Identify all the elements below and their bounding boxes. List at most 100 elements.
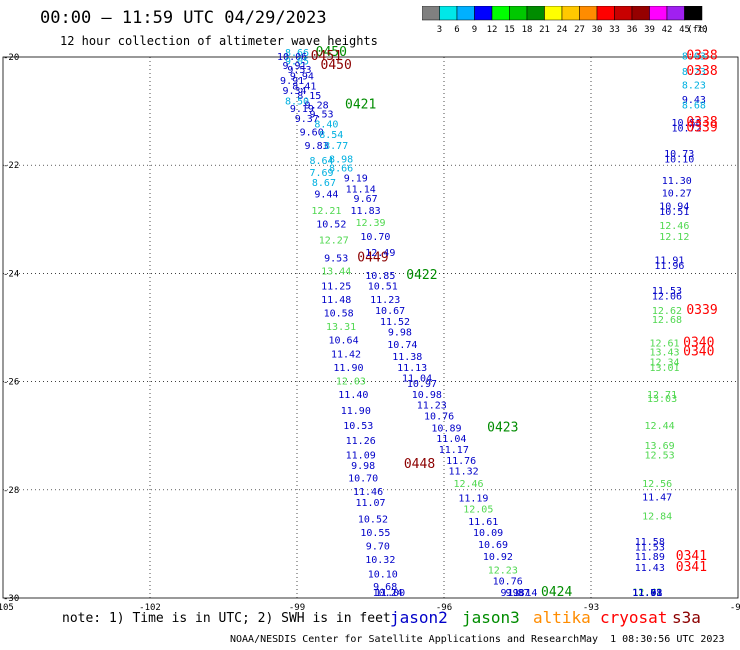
wave-height-label: 10.64 — [328, 336, 358, 347]
wave-height-label: 9.05 — [285, 57, 309, 68]
map-title: 00:00 — 11:59 UTC 04/29/2023 — [40, 8, 327, 28]
wave-height-label: 9.67 — [354, 194, 378, 205]
wave-height-label: 9.83 — [305, 141, 329, 152]
wave-height-label: 8.54 — [319, 130, 343, 141]
wave-height-label: 12.46 — [453, 479, 483, 490]
pass-time-label: 0339 — [686, 303, 717, 318]
pass-time-label: 0340 — [683, 335, 714, 350]
wave-height-label: 12.68 — [652, 315, 682, 326]
wave-height-label: 11.73 — [632, 588, 662, 599]
wave-height-label: 10.10 — [664, 154, 694, 165]
wave-height-label: 11.17 — [439, 445, 469, 456]
pass-time-label: 0340 — [683, 345, 714, 360]
wave-height-label: 11.25 — [321, 282, 351, 293]
wave-height-label: 11.90 — [341, 406, 371, 417]
wave-height-label: 10.55 — [360, 528, 390, 539]
lon-tick-label: -93 — [583, 603, 599, 613]
colorbar-label: 15 — [504, 25, 515, 35]
wave-height-label: 10.97 — [407, 379, 437, 390]
wave-height-label: 11.91 — [654, 256, 684, 267]
wave-height-label: 11.68 — [632, 588, 662, 599]
lon-tick-label: -99 — [289, 603, 305, 613]
wave-height-label: 10.70 — [360, 232, 390, 243]
wave-height-label: 10.67 — [375, 306, 405, 317]
wave-height-label: 10.92 — [483, 552, 513, 563]
wave-height-label: 11.53 — [635, 542, 665, 553]
wave-height-label: 10.06 — [277, 52, 307, 63]
wave-height-label: 8.67 — [312, 178, 336, 189]
colorbar-label: 39 — [644, 25, 655, 35]
wave-height-label: 10.94 — [659, 202, 689, 213]
wave-height-label: 9.94 — [290, 72, 314, 83]
colorbar-label: 21 — [539, 25, 550, 35]
wave-height-label: 7.69 — [309, 168, 333, 179]
wave-height-label: 10.74 — [387, 340, 417, 351]
wave-height-label: 11.47 — [642, 493, 672, 504]
pass-time-label: 0421 — [345, 97, 376, 112]
wave-height-label: 12.46 — [659, 221, 689, 232]
legend-jason2: jason2 — [390, 608, 448, 627]
wave-height-label: 11.93 — [632, 588, 662, 599]
wave-height-label: 10.76 — [493, 576, 523, 587]
wave-height-label: 8.68 — [682, 100, 706, 111]
wave-height-label: 10.58 — [324, 309, 354, 320]
wave-height-label: 11.96 — [654, 261, 684, 272]
colorbar-unit: (ft) — [687, 25, 709, 35]
colorbar-label: 36 — [627, 25, 638, 35]
wave-height-label: 13.44 — [321, 266, 351, 277]
pass-time-label: 0341 — [676, 560, 707, 575]
wave-height-label: 12.53 — [645, 450, 675, 461]
wave-height-label: 10.73 — [664, 149, 694, 160]
wave-height-label: 10.98 — [412, 390, 442, 401]
wave-height-label: 9.37 — [295, 114, 319, 125]
colorbar-label: 3 — [437, 25, 442, 35]
wave-height-label: 9.53 — [287, 65, 311, 76]
pass-time-label: 0341 — [676, 549, 707, 564]
wave-height-label: 10.52 — [358, 514, 388, 525]
wave-height-label: 11.42 — [331, 349, 361, 360]
wave-height-label: 9.70 — [366, 541, 390, 552]
wave-height-label: 11.53 — [652, 286, 682, 297]
wave-height-label: 10.53 — [343, 421, 373, 432]
wave-height-label: 11.19 — [458, 494, 488, 505]
map-frame — [2, 56, 739, 599]
wave-height-label: 9.19 — [290, 104, 314, 115]
colorbar-label: 27 — [574, 25, 585, 35]
wave-height-label: 12.03 — [336, 376, 366, 387]
colorbar-label: 6 — [454, 25, 459, 35]
lon-tick-label: -96 — [436, 603, 452, 613]
wave-height-label: 11.89 — [635, 552, 665, 563]
lat-tick-label: -22 — [3, 161, 19, 171]
lat-tick-label: -24 — [3, 269, 19, 279]
colorbar-label: 30 — [592, 25, 603, 35]
wave-height-label: 8.40 — [314, 119, 338, 130]
pass-time-label: 0448 — [404, 457, 435, 472]
wave-height-label: 12.56 — [642, 479, 672, 490]
lat-tick-label: -28 — [3, 486, 19, 496]
colorbar-label: 70 — [697, 25, 708, 35]
wave-height-label: 10.72 — [671, 124, 701, 135]
wave-height-label: 11.13 — [397, 363, 427, 374]
wave-height-label: 10.51 — [659, 207, 689, 218]
wave-height-label: 12.27 — [319, 236, 349, 247]
wave-height-label: 11.83 — [351, 206, 381, 217]
wave-height-label: 13.03 — [647, 394, 677, 405]
colorbar-label: 45 — [679, 25, 690, 35]
legend-jason3: jason3 — [462, 608, 520, 627]
wave-height-label: 8.23 — [682, 80, 706, 91]
wave-height-label: 9.98 — [351, 461, 375, 472]
colorbar-label: 42 — [662, 25, 673, 35]
wave-height-label: 13.43 — [649, 348, 679, 359]
pass-time-label: 0450 — [321, 58, 352, 73]
pass-time-label: 0422 — [406, 268, 437, 283]
wave-height-label: 8.03 — [682, 52, 706, 63]
colorbar-label: 18 — [522, 25, 533, 35]
wave-height-label: 10.51 — [368, 282, 398, 293]
wave-height-label: 12.42 — [632, 587, 662, 598]
credit-text: NOAA/NESDIS Center for Satellite Applica… — [230, 634, 580, 645]
footer-note: note: 1) Time is in UTC; 2) SWH is in fe… — [62, 611, 391, 626]
wave-height-label: 11.58 — [635, 537, 665, 548]
wave-height-label: 11.23 — [370, 295, 400, 306]
legend-altika: altika — [533, 608, 591, 627]
wave-height-label: 10.85 — [365, 271, 395, 282]
